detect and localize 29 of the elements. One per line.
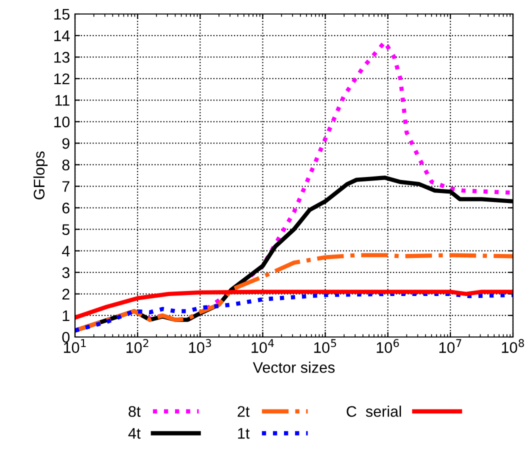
y-tick-label: 3 [62,267,70,278]
y-tick-label: 1 [62,310,70,321]
legend-label: C serial [346,406,401,417]
x-tick-label: 10$^{6}$ [376,339,399,353]
legend-label: 4t [128,428,141,439]
y-tick-label: 14 [54,30,70,42]
x-tick-label: 10$^{4}$ [252,339,274,353]
y-tick-label: 5 [62,224,70,236]
y-axis-title: GFlops [33,151,48,200]
y-tick-label: 12 [54,73,70,84]
x-tick-label: 10$^{3}$ [189,339,212,353]
y-tick-label: 11 [55,95,70,106]
x-tick-label: 10$^{2}$ [126,339,148,353]
y-tick-label: 9 [62,138,70,149]
y-tick-label: 2 [62,288,70,300]
y-tick-label: 6 [62,202,70,214]
x-tick-label: 10$^{8}$ [502,339,524,353]
legend-label: 8t [128,406,141,417]
legend-label: 1t [238,428,250,439]
y-tick-label: 7 [62,181,70,192]
legend-label: 2t [238,406,250,417]
x-tick-label: 10$^{5}$ [314,339,336,353]
x-axis-title: Vector sizes [252,362,335,373]
x-tick-label: 10$^{7}$ [439,339,462,353]
y-tick-label: 8 [62,160,70,170]
y-tick-label: 10 [54,116,70,128]
y-tick-label: 13 [54,52,70,63]
y-tick-label: 15 [54,9,70,20]
y-tick-label: 4 [62,246,70,256]
